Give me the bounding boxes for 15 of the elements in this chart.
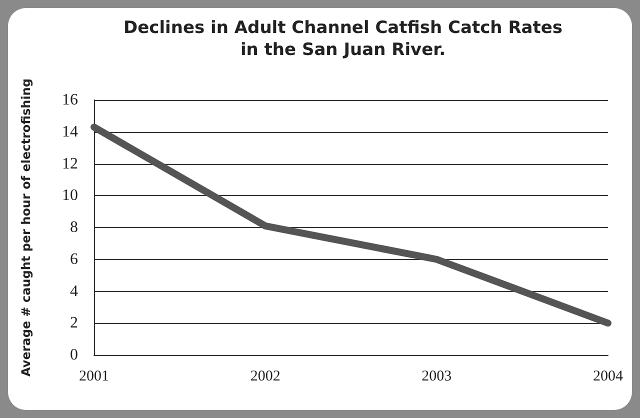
chart-title: Declines in Adult Channel Catfish Catch Rates in the San Juan River. (123, 18, 563, 60)
y-tick-label: 8 (70, 219, 78, 236)
y-tick-label: 14 (62, 123, 78, 140)
y-tick-label: 6 (70, 250, 78, 268)
y-tick-label: 10 (62, 187, 78, 204)
y-tick-label: 0 (70, 346, 78, 364)
x-tick-label: 2003 (422, 368, 452, 384)
y-tick-label: 16 (62, 92, 78, 108)
y-tick-label: 4 (70, 282, 78, 300)
y-tick-label: 2 (70, 314, 78, 332)
y-axis-title: Average # caught per hour of electrofishing (19, 78, 33, 376)
x-tick-label: 2001 (79, 368, 109, 384)
x-tick-label: 2002 (250, 368, 280, 384)
y-tick-label: 12 (62, 155, 78, 172)
x-tick-label: 2004 (593, 368, 624, 384)
